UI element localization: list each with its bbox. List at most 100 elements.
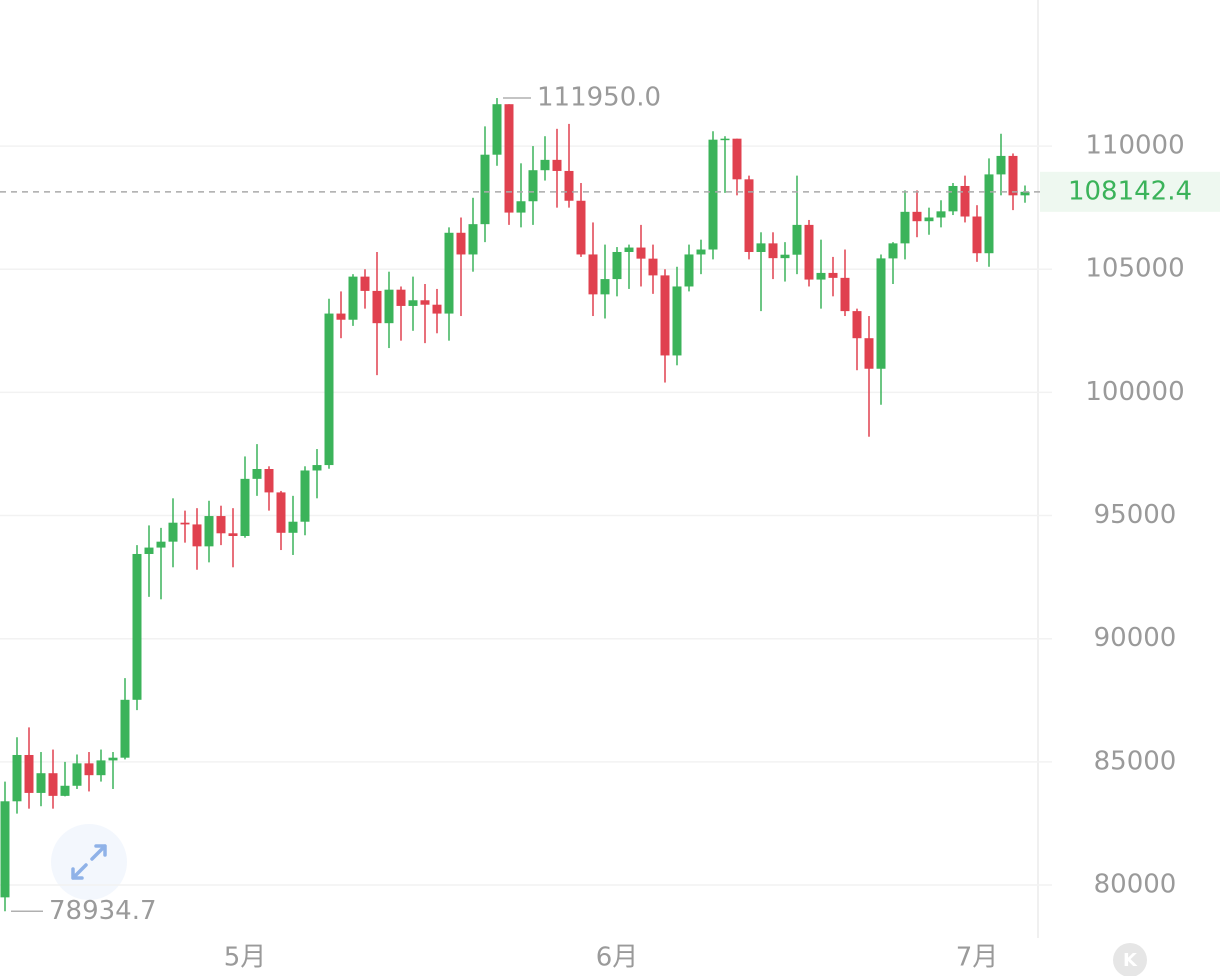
candle-body: [120, 699, 130, 758]
y-tick-label: 80000: [1094, 870, 1177, 900]
candle-body: [384, 289, 394, 324]
candle-body: [348, 276, 358, 320]
candle-body: [996, 155, 1006, 175]
candle-body: [732, 138, 742, 180]
candle-body: [588, 254, 598, 295]
candle-body: [300, 470, 310, 522]
candle-body: [792, 224, 802, 255]
candle-body: [948, 185, 958, 212]
candle-body: [1008, 155, 1018, 196]
candle-body: [828, 272, 838, 278]
candle-body: [900, 211, 910, 244]
expand-button[interactable]: [51, 824, 127, 900]
badge-circle[interactable]: [1113, 943, 1147, 977]
candle-body: [636, 247, 646, 259]
candle-body: [96, 760, 106, 776]
candle-body: [696, 249, 706, 255]
candle-body: [408, 300, 418, 306]
candle-body: [444, 232, 454, 314]
candle-body: [612, 251, 622, 280]
y-tick-label: 110000: [1085, 131, 1184, 161]
candle-body: [984, 174, 994, 254]
y-tick-label: 100000: [1085, 377, 1184, 407]
candle-body: [744, 179, 754, 252]
candle-body: [492, 104, 502, 155]
candle-body: [840, 277, 850, 312]
x-tick-label: 5月: [224, 943, 267, 973]
candle-body: [924, 217, 934, 222]
high-label: 111950.0: [537, 83, 661, 113]
candle-body: [216, 516, 226, 534]
candle-body: [156, 541, 166, 548]
candle-body: [336, 313, 346, 320]
candle-body: [960, 185, 970, 217]
candle-body: [48, 773, 58, 796]
candle-body: [720, 138, 730, 141]
candle-body: [312, 465, 322, 471]
candle-body: [396, 289, 406, 306]
candle-body: [468, 224, 478, 255]
candle-body: [360, 276, 370, 291]
last-price-label: 108142.4: [1068, 176, 1192, 206]
candle-body: [108, 757, 118, 761]
expand-icon: [71, 844, 107, 880]
candle-body: [0, 801, 10, 898]
candle-body: [1020, 191, 1030, 196]
candle-body: [600, 279, 610, 295]
candle-body: [768, 243, 778, 259]
badge-text: K: [1123, 950, 1138, 971]
candle-body: [36, 773, 46, 793]
candle-body: [816, 272, 826, 280]
candle-body: [552, 159, 562, 171]
y-tick-label: 105000: [1085, 254, 1184, 284]
candle-body: [864, 338, 874, 369]
low-label: 78934.7: [49, 896, 157, 926]
candle-body: [432, 304, 442, 314]
candle-body: [516, 201, 526, 213]
candle-body: [144, 547, 154, 554]
candle-body: [876, 258, 886, 369]
candle-body: [252, 469, 262, 479]
candle-body: [264, 469, 274, 493]
candle-body: [372, 290, 382, 324]
candle-body: [60, 785, 70, 796]
candle-body: [192, 524, 202, 547]
candle-body: [72, 763, 82, 786]
candle-body: [204, 516, 214, 547]
x-tick-label: 7月: [956, 943, 999, 973]
candle-body: [528, 170, 538, 202]
candle-body: [84, 763, 94, 776]
candle-body: [168, 522, 178, 542]
candle-body: [888, 243, 898, 259]
candle-body: [12, 754, 22, 802]
candle-body: [708, 139, 718, 250]
candle-body: [564, 170, 574, 201]
candle-body: [420, 300, 430, 305]
y-tick-label: 85000: [1094, 746, 1177, 776]
candle-body: [540, 159, 550, 171]
candle-body: [324, 313, 334, 466]
candle-body: [480, 154, 490, 225]
candle-body: [456, 232, 466, 255]
candle-body: [240, 478, 250, 536]
candle-body: [912, 211, 922, 222]
candle-body: [672, 286, 682, 356]
candle-body: [276, 492, 286, 533]
candle-body: [804, 224, 814, 280]
candle-body: [780, 254, 790, 259]
candle-body: [288, 521, 298, 533]
candle-body: [24, 754, 34, 793]
candle-body: [756, 243, 766, 252]
candle-body: [648, 258, 658, 276]
candle-body: [624, 247, 634, 252]
candle-body: [660, 275, 670, 356]
candle-body: [972, 216, 982, 254]
candle-body: [684, 254, 694, 287]
candle-body: [180, 522, 190, 525]
candle-body: [228, 533, 238, 536]
y-tick-label: 95000: [1094, 500, 1177, 530]
candle-body: [936, 211, 946, 218]
candle-body: [576, 200, 586, 255]
